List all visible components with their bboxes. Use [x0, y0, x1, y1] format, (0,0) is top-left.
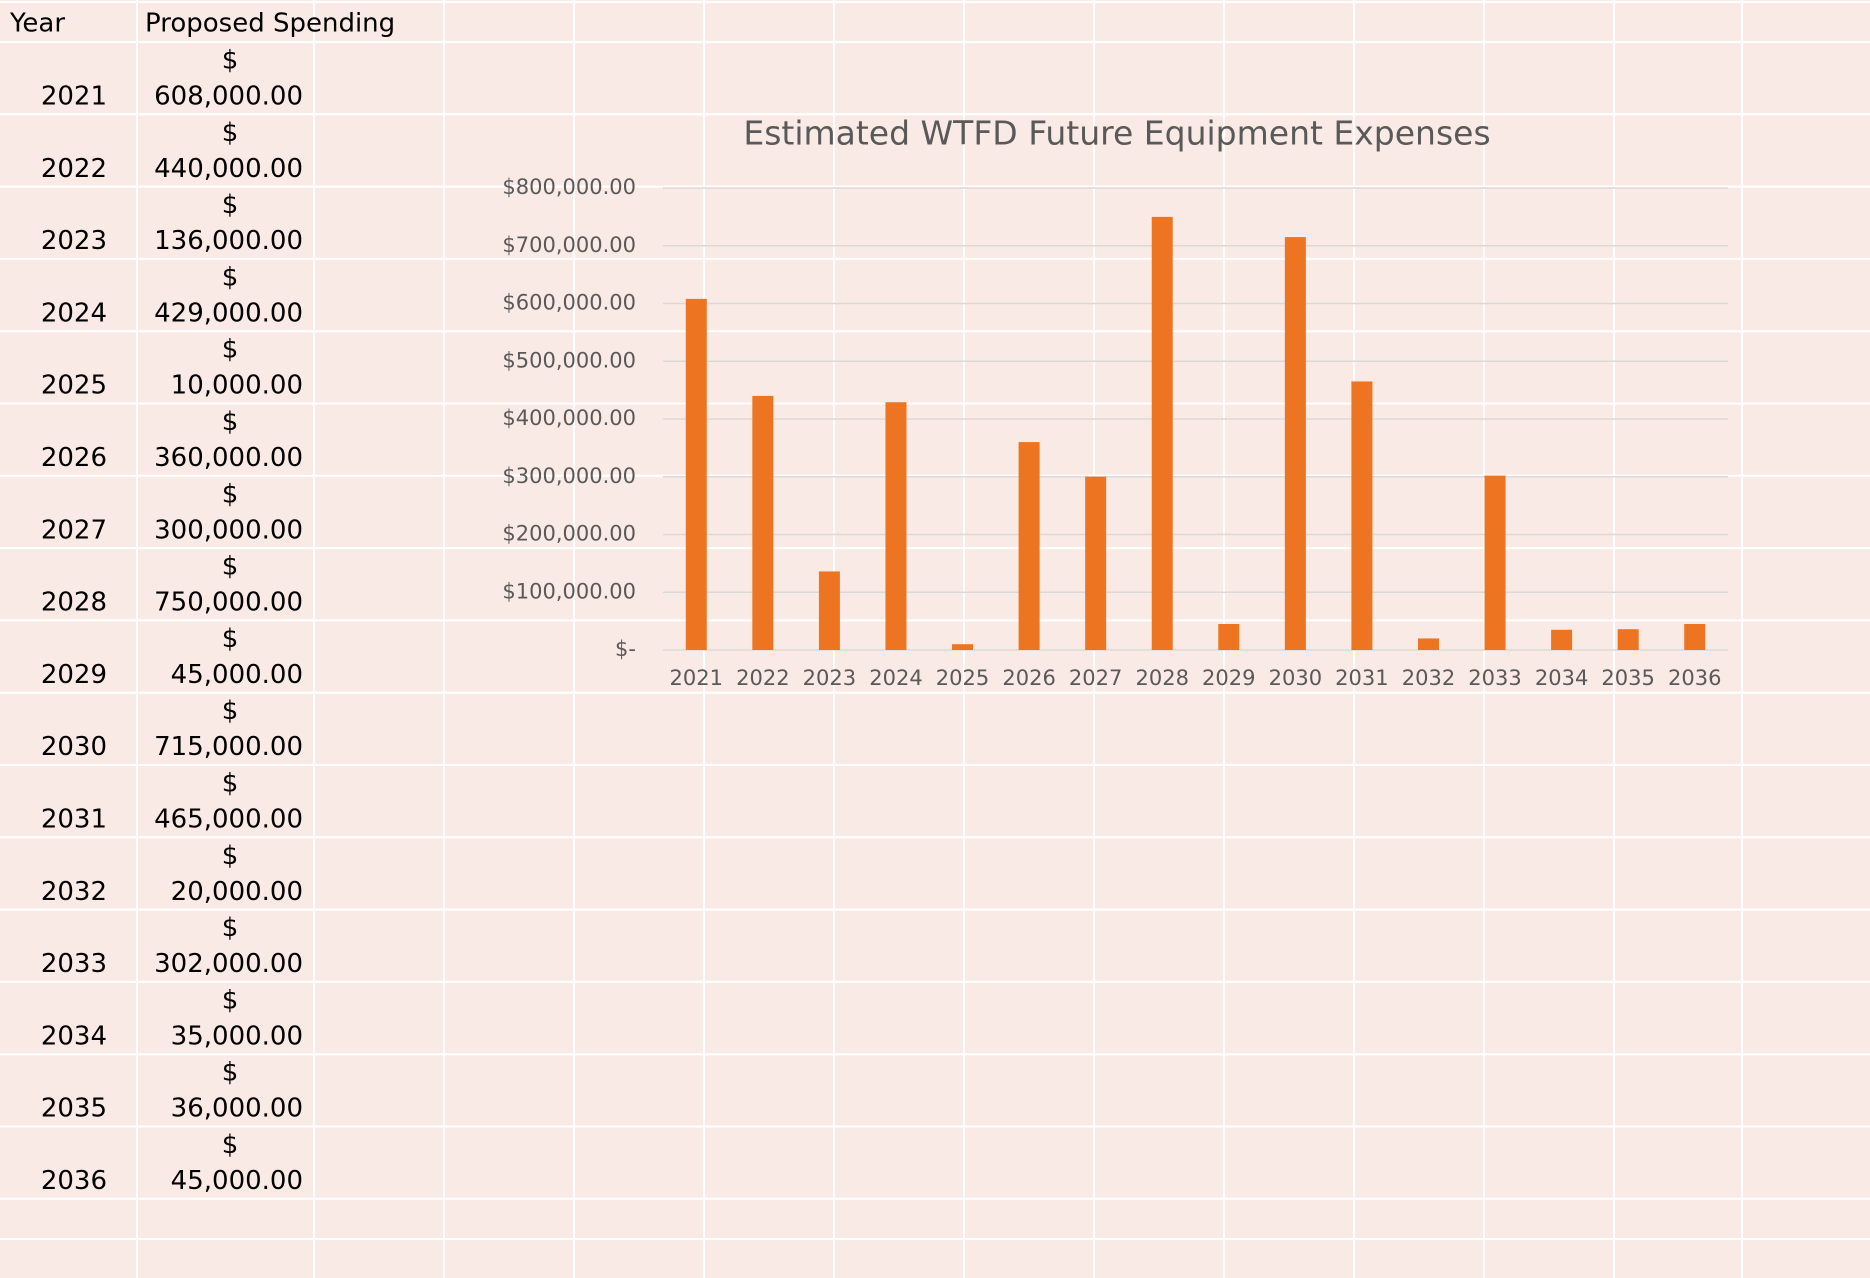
- y-tick-label: $800,000.00: [502, 175, 636, 199]
- y-tick-label: $700,000.00: [502, 233, 636, 257]
- y-tick-label: $400,000.00: [502, 406, 636, 430]
- currency-symbol: $: [222, 262, 239, 292]
- x-tick-label: 2028: [1135, 666, 1188, 690]
- bar: [685, 298, 707, 650]
- x-tick-label: 2034: [1535, 666, 1588, 690]
- amount-cell: 608,000.00: [154, 82, 303, 112]
- bar: [1085, 476, 1107, 650]
- bar: [1684, 624, 1706, 650]
- bar: [1151, 216, 1173, 650]
- currency-symbol: $: [222, 696, 239, 726]
- year-cell: 2022: [41, 154, 107, 184]
- amount-cell: 715,000.00: [154, 732, 303, 762]
- header-cell: Year: [9, 9, 65, 39]
- x-tick-label: 2031: [1335, 666, 1388, 690]
- y-tick-label: $300,000.00: [502, 464, 636, 488]
- bar: [1484, 475, 1506, 650]
- year-cell: 2025: [41, 371, 107, 401]
- amount-cell: 465,000.00: [154, 805, 303, 835]
- chart-title: Estimated WTFD Future Equipment Expenses: [743, 114, 1490, 153]
- year-cell: 2023: [41, 226, 107, 256]
- year-cell: 2024: [41, 298, 107, 328]
- y-tick-label: $500,000.00: [502, 348, 636, 372]
- year-cell: 2034: [41, 1021, 107, 1051]
- bar: [952, 644, 974, 650]
- x-tick-label: 2029: [1202, 666, 1255, 690]
- amount-cell: 440,000.00: [154, 154, 303, 184]
- x-tick-label: 2030: [1269, 666, 1322, 690]
- y-tick-label: $-: [615, 637, 636, 661]
- amount-cell: 45,000.00: [171, 1166, 303, 1196]
- year-cell: 2021: [41, 82, 107, 112]
- year-cell: 2031: [41, 805, 107, 835]
- x-tick-label: 2032: [1402, 666, 1455, 690]
- bar: [1351, 381, 1373, 650]
- year-cell: 2029: [41, 660, 107, 690]
- currency-symbol: $: [222, 118, 239, 148]
- amount-cell: 429,000.00: [154, 298, 303, 328]
- bar: [1018, 442, 1040, 650]
- y-tick-label: $200,000.00: [502, 522, 636, 546]
- amount-cell: 360,000.00: [154, 443, 303, 473]
- bar: [1284, 237, 1306, 650]
- amount-cell: 302,000.00: [154, 949, 303, 979]
- x-tick-label: 2022: [736, 666, 789, 690]
- year-cell: 2036: [41, 1166, 107, 1196]
- amount-cell: 45,000.00: [171, 660, 303, 690]
- x-tick-label: 2036: [1668, 666, 1721, 690]
- currency-symbol: $: [222, 479, 239, 509]
- bar: [818, 571, 840, 650]
- amount-cell: 20,000.00: [171, 877, 303, 907]
- header-cell: Proposed Spending: [145, 9, 395, 39]
- year-cell: 2032: [41, 877, 107, 907]
- currency-symbol: $: [222, 46, 239, 76]
- currency-symbol: $: [222, 841, 239, 871]
- currency-symbol: $: [222, 1058, 239, 1088]
- currency-symbol: $: [222, 769, 239, 799]
- currency-symbol: $: [222, 190, 239, 220]
- currency-symbol: $: [222, 552, 239, 582]
- year-cell: 2026: [41, 443, 107, 473]
- currency-symbol: $: [222, 913, 239, 943]
- bar: [1551, 629, 1573, 650]
- bar: [1417, 638, 1439, 650]
- y-tick-label: $100,000.00: [502, 579, 636, 603]
- bar: [1218, 624, 1240, 650]
- x-tick-label: 2033: [1468, 666, 1521, 690]
- x-tick-label: 2027: [1069, 666, 1122, 690]
- currency-symbol: $: [222, 335, 239, 365]
- year-cell: 2028: [41, 588, 107, 618]
- amount-cell: 750,000.00: [154, 588, 303, 618]
- currency-symbol: $: [222, 624, 239, 654]
- year-cell: 2027: [41, 515, 107, 545]
- amount-cell: 136,000.00: [154, 226, 303, 256]
- currency-symbol: $: [222, 985, 239, 1015]
- amount-cell: 35,000.00: [171, 1021, 303, 1051]
- currency-symbol: $: [222, 407, 239, 437]
- amount-cell: 10,000.00: [171, 371, 303, 401]
- year-cell: 2030: [41, 732, 107, 762]
- bar: [885, 402, 907, 650]
- x-tick-label: 2035: [1601, 666, 1654, 690]
- x-tick-label: 2023: [803, 666, 856, 690]
- x-tick-label: 2024: [869, 666, 922, 690]
- x-tick-label: 2026: [1002, 666, 1055, 690]
- x-tick-label: 2021: [670, 666, 723, 690]
- year-cell: 2033: [41, 949, 107, 979]
- amount-cell: 300,000.00: [154, 515, 303, 545]
- chart: Estimated WTFD Future Equipment Expenses…: [502, 114, 1728, 690]
- y-tick-label: $600,000.00: [502, 291, 636, 315]
- bar: [752, 395, 774, 650]
- x-tick-label: 2025: [936, 666, 989, 690]
- amount-cell: 36,000.00: [171, 1094, 303, 1124]
- bar: [1617, 629, 1639, 650]
- currency-symbol: $: [222, 1130, 239, 1160]
- year-cell: 2035: [41, 1094, 107, 1124]
